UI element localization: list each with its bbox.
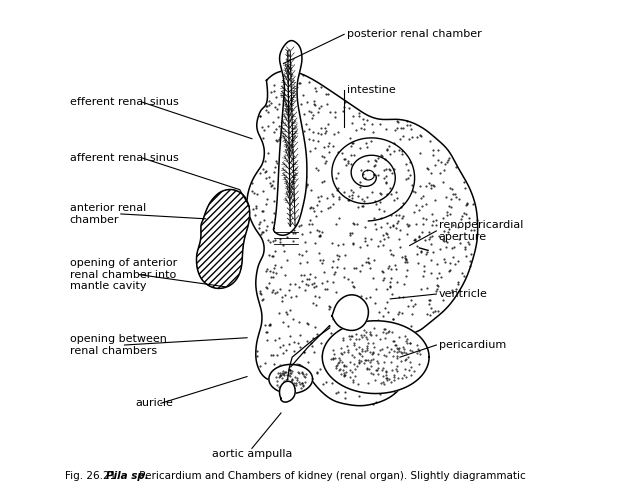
Text: afferent renal sinus: afferent renal sinus bbox=[70, 153, 178, 163]
Polygon shape bbox=[280, 382, 295, 402]
Polygon shape bbox=[269, 364, 313, 394]
Polygon shape bbox=[247, 71, 478, 406]
Text: opening of anterior
renal chamber into
mantle cavity: opening of anterior renal chamber into m… bbox=[70, 258, 177, 291]
Polygon shape bbox=[332, 295, 368, 330]
Text: anterior renal
chamber: anterior renal chamber bbox=[70, 203, 146, 225]
Polygon shape bbox=[197, 190, 250, 288]
Text: auricle: auricle bbox=[135, 398, 173, 409]
Text: pericardium: pericardium bbox=[439, 340, 506, 350]
Text: aortic ampulla: aortic ampulla bbox=[212, 449, 292, 459]
Text: renopericardial
aperture: renopericardial aperture bbox=[439, 220, 523, 242]
Text: intestine: intestine bbox=[346, 85, 396, 95]
Text: Fig. 26.21.: Fig. 26.21. bbox=[65, 471, 123, 481]
Polygon shape bbox=[273, 41, 307, 235]
Polygon shape bbox=[322, 321, 429, 394]
Text: ventricle: ventricle bbox=[439, 289, 488, 299]
Text: posterior renal chamber: posterior renal chamber bbox=[346, 29, 481, 39]
Text: efferent renal sinus: efferent renal sinus bbox=[70, 97, 178, 108]
Text: opening between
renal chambers: opening between renal chambers bbox=[70, 334, 167, 356]
Text: Pericardium and Chambers of kidney (renal organ). Slightly diagrammatic: Pericardium and Chambers of kidney (rena… bbox=[137, 471, 526, 481]
Text: Pila sp.: Pila sp. bbox=[106, 471, 149, 481]
